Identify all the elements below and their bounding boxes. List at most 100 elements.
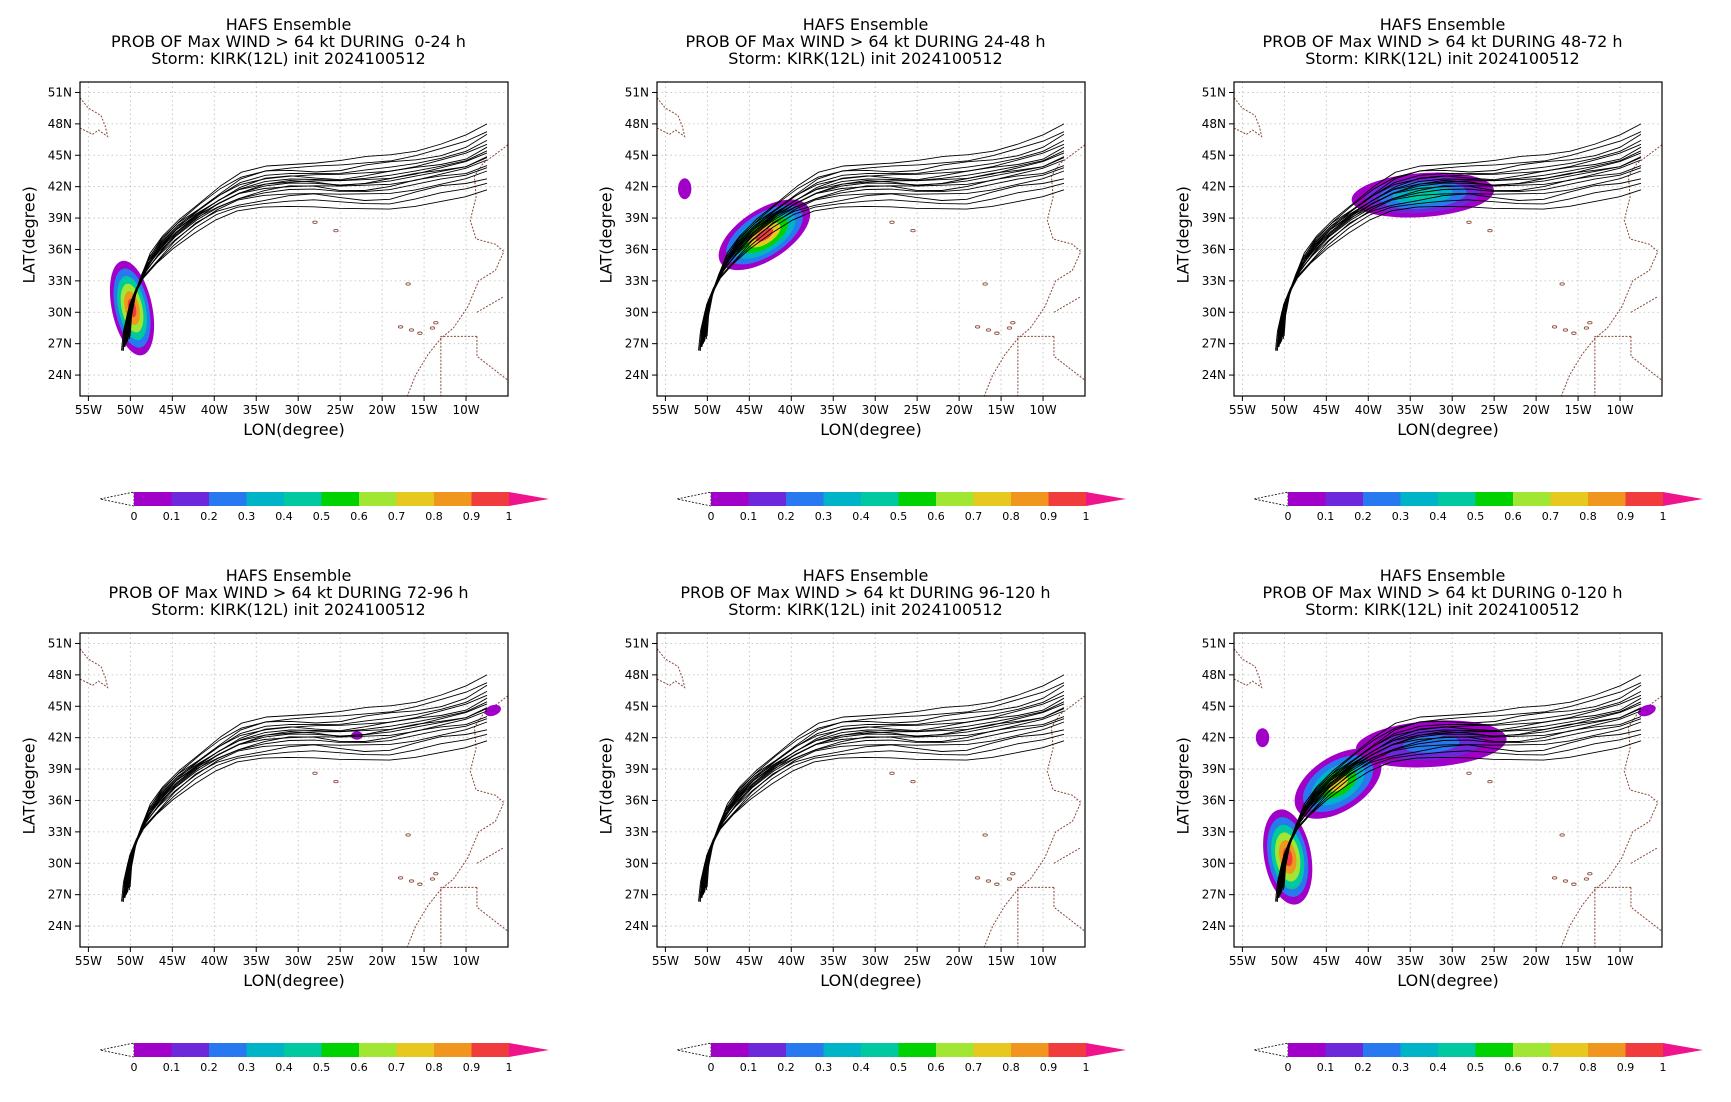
y-tick-label: 45N (48, 699, 72, 713)
colorbar-tick-label: 1 (1083, 510, 1090, 523)
island (417, 331, 423, 335)
ensemble-track (128, 684, 488, 889)
x-tick-label: 40W (778, 403, 805, 417)
y-tick-label: 33N (1202, 274, 1226, 288)
colorbar-swatch (1588, 1043, 1626, 1057)
map-panel-6: HAFS Ensemble PROB OF Max WIND > 64 kt DU… (1154, 551, 1731, 1102)
colorbar-tick-label: 0.6 (1504, 510, 1522, 523)
x-tick-label: 15W (1565, 954, 1592, 968)
x-tick-label: 45W (159, 954, 186, 968)
ensemble-track (1280, 150, 1642, 343)
colorbar-tick-label: 0.6 (1504, 1061, 1522, 1074)
colorbar-tick-label: 0.9 (463, 1061, 481, 1074)
y-tick-label: 33N (48, 825, 72, 839)
ensemble-track (705, 133, 1065, 338)
x-tick-label: 55W (1229, 403, 1256, 417)
colorbar-swatch (711, 1043, 749, 1057)
map-panel-5: HAFS Ensemble PROB OF Max WIND > 64 kt DU… (577, 551, 1154, 1102)
colorbar-swatch (898, 492, 936, 506)
colorbar-tick-label: 0 (708, 510, 715, 523)
y-tick-label: 33N (625, 274, 649, 288)
y-axis-label: LAT(degree) (596, 737, 616, 835)
island (1562, 328, 1569, 332)
colorbar-swatch (246, 492, 284, 506)
colorbar-tick-label: 0 (131, 510, 138, 523)
x-tick-label: 50W (694, 403, 721, 417)
ensemble-track (703, 703, 1065, 895)
ensemble-track (125, 156, 488, 344)
ensemble-track (706, 123, 1065, 337)
ensemble-track (1283, 123, 1642, 337)
x-tick-label: 20W (369, 403, 396, 417)
x-axis-label: LON(degree) (1397, 971, 1499, 990)
y-tick-label: 45N (625, 699, 649, 713)
ensemble-track (701, 716, 1065, 898)
island (1010, 872, 1016, 876)
colorbar-under-arrow (99, 1042, 135, 1058)
colorbar-swatch (396, 1043, 434, 1057)
y-tick-label: 24N (48, 919, 72, 933)
colorbar: 0 0.1 0.2 0.3 0.4 0.5 0.6 0.7 0.8 0.9 1 (1253, 491, 1703, 523)
x-tick-label: 45W (159, 403, 186, 417)
y-tick-label: 42N (625, 180, 649, 194)
x-axis-label: LON(degree) (820, 420, 922, 439)
colorbar-tick-label: 1 (1083, 1061, 1090, 1074)
x-tick-label: 10W (452, 954, 479, 968)
colorbar-tick-label: 0 (1285, 1061, 1292, 1074)
panel-title-line3: Storm: KIRK(12L) init 2024100512 (728, 600, 1003, 619)
x-tick-label: 25W (904, 954, 931, 968)
ensemble-track (128, 682, 488, 891)
x-tick-label: 20W (1523, 954, 1550, 968)
x-tick-label: 50W (694, 954, 721, 968)
y-tick-label: 51N (1202, 85, 1226, 99)
x-axis-label: LON(degree) (1397, 420, 1499, 439)
island (889, 220, 895, 224)
colorbar-tick-label: 0 (1285, 510, 1292, 523)
colorbar-swatch (434, 492, 472, 506)
colorbar-tick-label: 0.5 (1467, 1061, 1485, 1074)
y-tick-label: 45N (48, 148, 72, 162)
colorbar-swatch (936, 1043, 974, 1057)
border-line (1053, 887, 1085, 932)
x-tick-label: 40W (201, 954, 228, 968)
island (408, 328, 415, 332)
colorbar-tick-label: 0.7 (388, 1061, 406, 1074)
colorbar-swatch (786, 1043, 824, 1057)
island (1466, 220, 1472, 224)
panel-title-line2: PROB OF Max WIND > 64 kt DURING 24-48 h (685, 32, 1046, 51)
ensemble-track (705, 682, 1065, 891)
map-panel-3: HAFS Ensemble PROB OF Max WIND > 64 kt DU… (1154, 0, 1731, 551)
y-tick-label: 33N (1202, 825, 1226, 839)
y-tick-label: 42N (1202, 731, 1226, 745)
panel-title-line3: Storm: KIRK(12L) init 2024100512 (1305, 49, 1580, 68)
map-panel-2: HAFS Ensemble PROB OF Max WIND > 64 kt DU… (577, 0, 1154, 551)
y-tick-label: 42N (48, 731, 72, 745)
coastline-newfoundland (80, 648, 109, 689)
colorbar-swatch (209, 1043, 247, 1057)
x-tick-label: 40W (1355, 954, 1382, 968)
y-tick-label: 36N (1202, 793, 1226, 807)
y-tick-label: 27N (48, 888, 72, 902)
panel-title-line2: PROB OF Max WIND > 64 kt DURING 0-120 h (1262, 583, 1623, 602)
y-axis-label: LAT(degree) (1173, 186, 1193, 284)
ensemble-track (122, 182, 488, 351)
colorbar-tick-label: 1 (506, 1061, 513, 1074)
colorbar-tick-label: 0.8 (1002, 510, 1020, 523)
y-axis-label: LAT(degree) (19, 186, 39, 284)
x-tick-label: 40W (201, 403, 228, 417)
ensemble-track (124, 165, 488, 347)
colorbar-tick-label: 0.2 (1354, 510, 1372, 523)
ensemble-track (128, 133, 488, 338)
ensemble-track (700, 721, 1065, 898)
colorbar-swatch (1550, 492, 1588, 506)
map-frame (79, 81, 509, 397)
map-frame (79, 632, 509, 948)
colorbar-swatch (1588, 492, 1626, 506)
colorbar-tick-label: 0.2 (1354, 1061, 1372, 1074)
probability-map: 55W 50W 45W 40W 35W 30W 25W 20W 15W 10W 51N 48N 45N 4… (48, 632, 509, 968)
island (910, 228, 916, 233)
colorbar-tick-label: 0.5 (1467, 510, 1485, 523)
border-line (1053, 296, 1082, 313)
colorbar-swatch (171, 492, 209, 506)
colorbar-swatch (284, 492, 322, 506)
